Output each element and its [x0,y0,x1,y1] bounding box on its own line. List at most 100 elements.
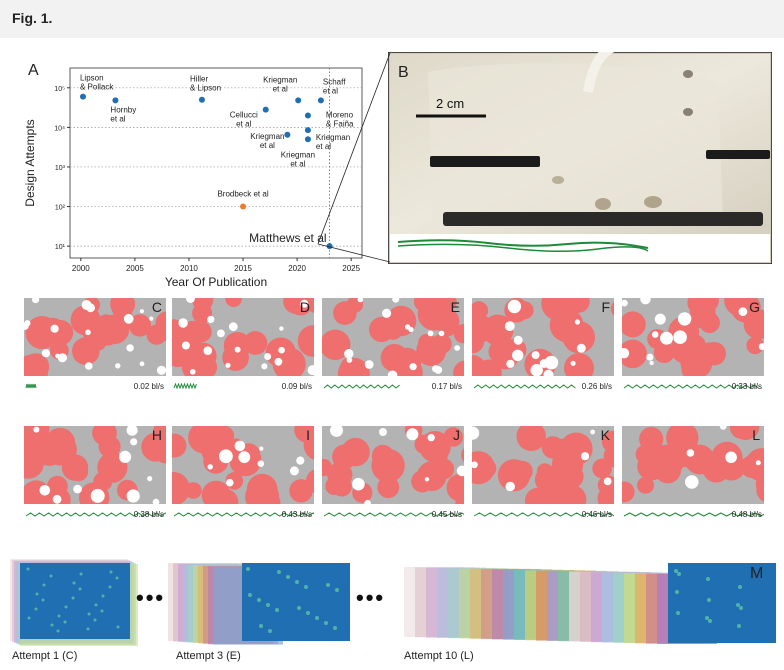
void-blob [73,484,82,494]
void-blob [234,346,241,353]
x-tick-label: 2015 [234,264,252,273]
void-blob [758,343,764,351]
void-blob [504,321,515,332]
gait-trace [473,512,614,517]
attempt-spot [266,603,270,607]
robot-blob [128,314,152,337]
void-blob [32,298,40,304]
thumb-letter: L [752,427,760,443]
thumb-footer [322,376,464,392]
point-label: Kriegman et al [281,150,315,168]
robot-blob [472,451,495,485]
gait-trace [173,382,197,390]
data-point [262,106,269,113]
void-blob [357,298,364,303]
attempt-spot [333,626,337,630]
robot-blob [192,355,218,380]
robot-blob [322,329,351,360]
robot-blob [272,347,306,381]
void-blob [226,478,234,487]
void-blob [85,329,91,336]
robot-blob [388,348,406,365]
void-blob [278,346,285,354]
attempt-spot [42,583,46,587]
x-tick-label: 2000 [72,264,90,273]
attempt-spot [259,624,263,628]
thumb-speed: 0.48 bl/s [732,510,762,519]
void-blob [472,461,478,469]
attempt-spot [295,580,299,584]
attempt-spot [109,570,113,574]
attempt-label-1: Attempt 1 (C) [12,650,78,662]
attempt-spot [275,608,279,612]
robot-blob [756,478,764,502]
void-blob [130,438,138,446]
tube [583,52,615,93]
x-tick-label: 2025 [342,264,360,273]
attempt-spot [676,611,680,615]
robot-blob [639,427,664,452]
void-blob [203,346,213,355]
robot-blob [743,309,764,340]
robot-blob [592,458,612,479]
void-blob [677,312,692,326]
attempt-spot [324,621,328,625]
gait-trace [25,383,37,389]
robot-blob [309,335,314,354]
thumb-speed: 0.02 bl/s [134,382,164,391]
attempt-spot [708,619,712,623]
thumb-speed: 0.38 bl/s [134,510,164,519]
thumb-footer [472,376,614,392]
void-blob [257,460,265,467]
robot-blob [92,426,117,446]
thumb-speed: 0.45 bl/s [432,510,462,519]
attempt-spot [34,607,38,611]
void-blob [264,353,272,360]
attempts-strip [10,559,776,646]
robot-blob [497,459,531,492]
attempt-spot [115,576,119,580]
attempt-3-shape [242,563,350,641]
attempt-spot [72,581,76,585]
gait-trace [473,384,576,389]
robot-blob [172,433,187,458]
void-blob [438,330,445,337]
robot-blob [610,301,614,316]
robot-blob [413,298,434,312]
robot-blob [701,347,718,365]
y-tick-label: 10¹ [55,244,66,251]
robot-blob [534,465,563,494]
robot-blob [305,469,314,493]
void-blob [139,361,145,367]
attempt-spot [739,606,743,610]
void-blob [530,364,543,377]
robot-blob [225,298,242,307]
robot-blob [47,475,68,497]
attempt-spot [63,620,67,624]
robot-blob [746,336,764,355]
void-blob [512,349,524,361]
attempt-spot [78,587,82,591]
attempt-spot [100,609,104,613]
void-blob [115,363,121,369]
gel-block [428,63,723,227]
void-blob [207,464,213,470]
robot-blob [141,432,166,462]
void-blob [570,360,576,366]
attempt-spot [286,575,290,579]
robot-blob [24,427,41,459]
robot-blob [461,448,464,462]
thumb-speed: 0.33 bl/s [732,382,762,391]
robot-blob [377,476,400,499]
attempt-spot [101,594,105,598]
data-point [295,97,302,104]
void-blob [646,353,654,361]
plot-frame [69,67,363,259]
attempt-spot [87,612,91,616]
thumb-letter: G [749,299,760,315]
gait-trace [173,512,314,517]
robot-blob [556,313,584,341]
panel-letter-b: B [398,64,409,81]
void-blob [41,349,50,358]
robot-blob [472,355,487,383]
